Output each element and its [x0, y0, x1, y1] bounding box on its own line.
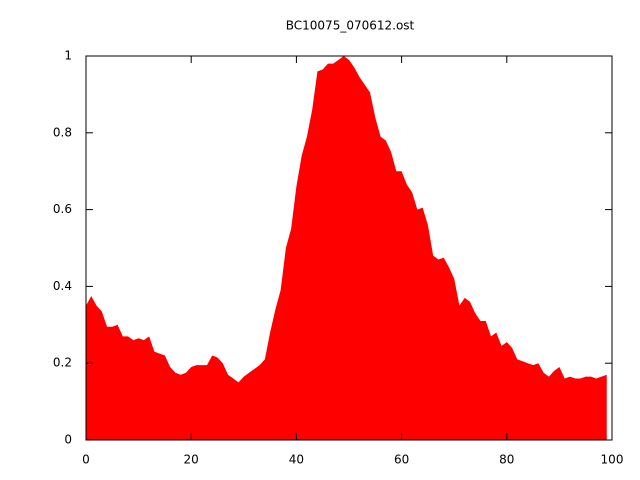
- area: [86, 56, 607, 440]
- x-tick-label: 40: [289, 453, 304, 467]
- x-tick-label: 0: [82, 453, 90, 467]
- chart-title: BC10075_070612.ost: [286, 19, 415, 33]
- y-tick-label: 0: [64, 433, 72, 447]
- y-tick-label: 0.6: [53, 202, 72, 216]
- y-tick-label: 0.8: [53, 125, 72, 139]
- x-tick-label: 60: [394, 453, 409, 467]
- x-tick-label: 80: [499, 453, 514, 467]
- y-tick-label: 0.2: [53, 356, 72, 370]
- y-tick-label: 0.4: [53, 279, 72, 293]
- x-tick-label: 20: [184, 453, 199, 467]
- y-tick-label: 1: [64, 49, 72, 63]
- x-tick-label: 100: [601, 453, 624, 467]
- plot-frame: [85, 55, 613, 441]
